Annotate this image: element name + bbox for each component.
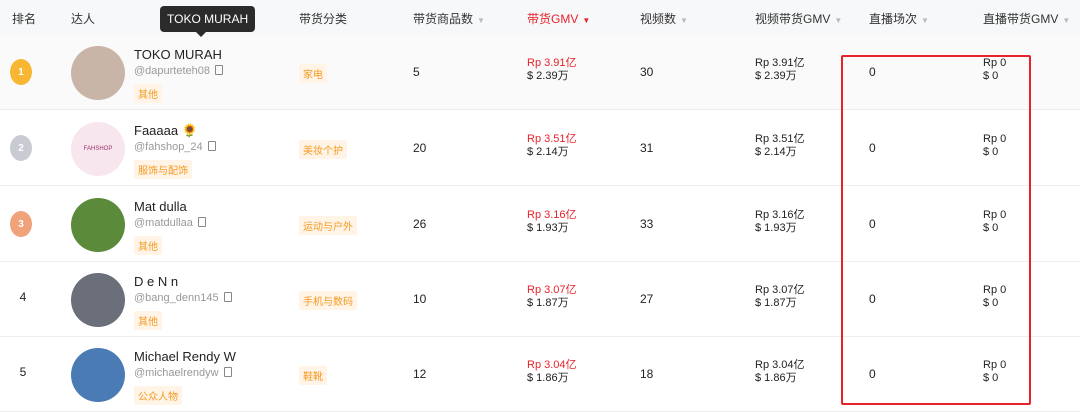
rank: 5 (19, 365, 27, 379)
creator-handle: @dapurteteh08 (134, 65, 224, 77)
category-tag: 鞋靴 (299, 366, 327, 385)
products-count: 20 (413, 141, 427, 155)
copy-icon[interactable] (223, 292, 232, 302)
video-count: 18 (640, 367, 654, 381)
video-count: 27 (640, 292, 654, 306)
gmv: Rp 3.91亿 $ 2.39万 (527, 57, 577, 82)
rank: 4 (19, 290, 27, 304)
sort-icon[interactable]: ▼ (477, 16, 485, 25)
rank-medal-icon: 1 (10, 59, 32, 85)
table-row[interactable]: 2 FAHSHOP Faaaaa 🌻 @fahshop_24 服饰与配饰 美妆个… (0, 111, 1080, 186)
highlight-box (841, 55, 1031, 405)
products-count: 12 (413, 367, 427, 381)
creator-name[interactable]: Mat dulla (134, 199, 187, 214)
avatar[interactable] (71, 46, 125, 100)
avatar[interactable] (71, 198, 125, 252)
video-gmv: Rp 3.07亿 $ 1.87万 (755, 284, 805, 309)
rank-medal-icon: 3 (10, 211, 32, 237)
category-tag: 家电 (299, 64, 327, 83)
avatar[interactable] (71, 273, 125, 327)
live-count: 0 (869, 141, 876, 155)
products-count: 10 (413, 292, 427, 306)
copy-icon[interactable] (207, 141, 216, 151)
header-rank: 排名 (12, 12, 37, 26)
header-creator: 达人 (71, 12, 96, 26)
video-gmv: Rp 3.91亿 $ 2.39万 (755, 57, 805, 82)
video-gmv: Rp 3.04亿 $ 1.86万 (755, 359, 805, 384)
copy-icon[interactable] (223, 367, 232, 377)
gmv: Rp 3.51亿 $ 2.14万 (527, 133, 577, 158)
sort-icon[interactable]: ▼ (921, 16, 929, 25)
live-gmv: Rp 0 $ 0 (983, 133, 1007, 158)
creator-handle: @fahshop_24 (134, 141, 216, 153)
table-row[interactable]: 1 TOKO MURAH @dapurteteh08 其他 家电 5 Rp 3.… (0, 35, 1080, 110)
copy-icon[interactable] (215, 65, 224, 75)
creator-handle: @bang_denn145 (134, 292, 232, 304)
products-count: 26 (413, 217, 427, 231)
creator-name[interactable]: Faaaaa 🌻 (134, 123, 198, 138)
gmv: Rp 3.04亿 $ 1.86万 (527, 359, 577, 384)
creator-handle: @michaelrendyw (134, 367, 232, 379)
avatar[interactable]: FAHSHOP (71, 122, 125, 176)
video-count: 31 (640, 141, 654, 155)
gmv: Rp 3.07亿 $ 1.87万 (527, 284, 577, 309)
category-tag: 美妆个护 (299, 140, 347, 159)
sort-desc-icon[interactable]: ▼ (582, 16, 591, 25)
video-gmv: Rp 3.51亿 $ 2.14万 (755, 133, 805, 158)
creator-tag: 服饰与配饰 (134, 160, 192, 179)
category-tag: 手机与数码 (299, 291, 357, 310)
sort-icon[interactable]: ▼ (834, 16, 843, 25)
sort-icon[interactable]: ▼ (680, 16, 688, 25)
live-count: 0 (869, 217, 876, 231)
creator-tag: 其他 (134, 311, 162, 330)
header-videos[interactable]: 视频数 ▼ (640, 12, 688, 26)
avatar[interactable] (71, 348, 125, 402)
sort-icon[interactable]: ▼ (1062, 16, 1071, 25)
table-row[interactable]: 4 D e N n @bang_denn145 其他 手机与数码 10 Rp 3… (0, 262, 1080, 337)
header-products[interactable]: 带货商品数 ▼ (413, 12, 485, 26)
name-tooltip: TOKO MURAH (160, 6, 256, 37)
live-gmv: Rp 0 $ 0 (983, 209, 1007, 234)
header-live-gmv[interactable]: 直播带货GMV ▼ (983, 12, 1071, 26)
video-gmv: Rp 3.16亿 $ 1.93万 (755, 209, 805, 234)
creator-tag: 公众人物 (134, 386, 182, 405)
creator-tag: 其他 (134, 84, 162, 103)
header-gmv[interactable]: 带货GMV ▼ (527, 12, 591, 26)
products-count: 5 (413, 65, 420, 79)
live-gmv: Rp 0 $ 0 (983, 359, 1007, 384)
table-row[interactable]: 5 Michael Rendy W @michaelrendyw 公众人物 鞋靴… (0, 337, 1080, 412)
category-tag: 运动与户外 (299, 216, 357, 235)
live-count: 0 (869, 65, 876, 79)
header-category: 带货分类 (299, 12, 348, 26)
live-count: 0 (869, 292, 876, 306)
video-count: 33 (640, 217, 654, 231)
header-video-gmv[interactable]: 视频带货GMV ▼ (755, 12, 843, 26)
rank-medal-icon: 2 (10, 135, 32, 161)
creator-name[interactable]: Michael Rendy W (134, 349, 236, 364)
header-live-count[interactable]: 直播场次 ▼ (869, 12, 929, 26)
table-row[interactable]: 3 Mat dulla @matdullaa 其他 运动与户外 26 Rp 3.… (0, 187, 1080, 262)
video-count: 30 (640, 65, 654, 79)
live-count: 0 (869, 367, 876, 381)
creator-handle: @matdullaa (134, 217, 206, 229)
live-gmv: Rp 0 $ 0 (983, 57, 1007, 82)
creator-tag: 其他 (134, 236, 162, 255)
copy-icon[interactable] (197, 217, 206, 227)
live-gmv: Rp 0 $ 0 (983, 284, 1007, 309)
gmv: Rp 3.16亿 $ 1.93万 (527, 209, 577, 234)
creator-name[interactable]: TOKO MURAH (134, 47, 222, 62)
creator-name[interactable]: D e N n (134, 274, 179, 289)
